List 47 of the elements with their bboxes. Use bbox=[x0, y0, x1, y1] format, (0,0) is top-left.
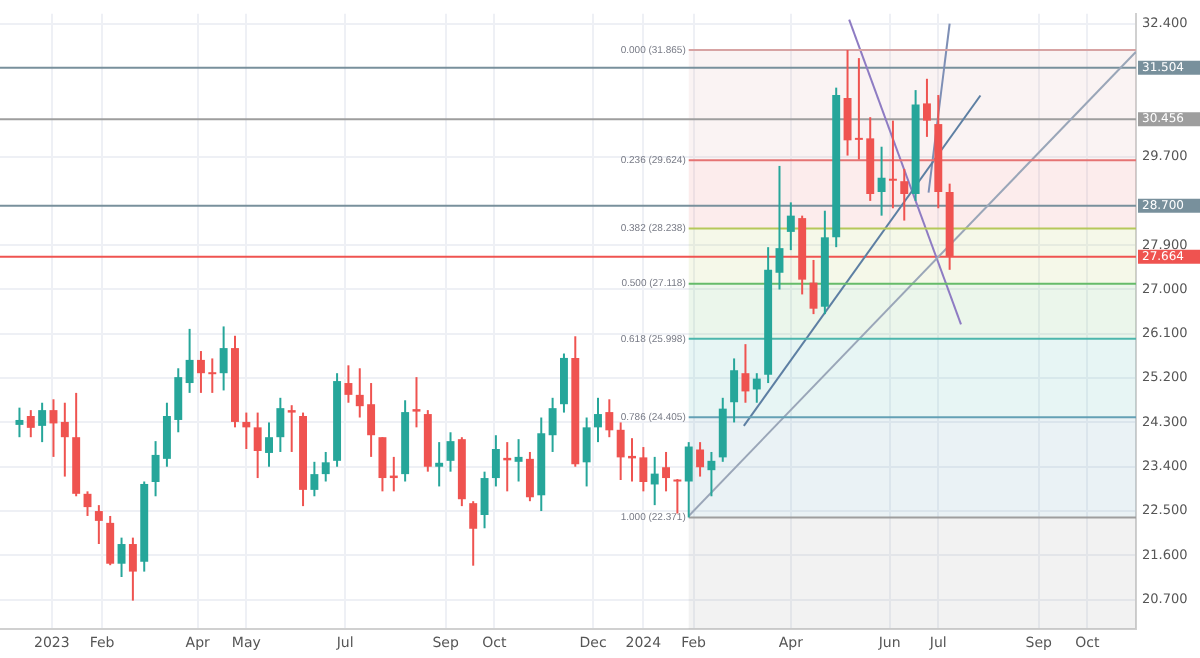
candlestick bbox=[900, 167, 909, 222]
candlestick bbox=[185, 327, 194, 394]
candlestick bbox=[15, 406, 24, 439]
candlestick bbox=[673, 478, 682, 515]
candlestick bbox=[786, 201, 795, 252]
candlestick bbox=[582, 416, 591, 488]
candlestick bbox=[469, 500, 478, 567]
candlestick bbox=[287, 404, 296, 453]
candlestick bbox=[491, 434, 500, 488]
candlestick bbox=[594, 396, 602, 444]
candlestick bbox=[94, 504, 103, 546]
candlestick bbox=[605, 398, 614, 439]
candlestick bbox=[38, 401, 47, 444]
candlestick bbox=[525, 450, 534, 503]
candlestick bbox=[60, 401, 69, 478]
candlestick bbox=[730, 357, 739, 424]
candlestick bbox=[412, 376, 421, 429]
candlestick bbox=[480, 470, 489, 530]
candlestick bbox=[559, 352, 568, 414]
candlestick bbox=[877, 145, 886, 217]
candlestick bbox=[741, 343, 750, 404]
candlestick bbox=[310, 460, 319, 498]
candlestick bbox=[321, 450, 330, 483]
candlestick bbox=[888, 119, 897, 210]
candlestick bbox=[276, 396, 285, 453]
candlestick bbox=[26, 409, 35, 439]
candlestick bbox=[446, 431, 455, 473]
candlestick bbox=[344, 364, 353, 404]
candlestick bbox=[752, 372, 761, 404]
candlestick bbox=[128, 536, 137, 602]
candlestick bbox=[219, 325, 228, 392]
candlestick bbox=[117, 536, 126, 579]
candlestick bbox=[696, 441, 705, 478]
candlestick bbox=[378, 436, 387, 493]
candlestick bbox=[662, 450, 671, 493]
candlestick bbox=[650, 455, 659, 507]
candlestick bbox=[253, 411, 262, 480]
candlestick bbox=[707, 450, 716, 498]
candlestick bbox=[514, 438, 523, 483]
candlestick bbox=[242, 411, 251, 451]
candlestick bbox=[684, 441, 693, 519]
candlestick bbox=[548, 396, 557, 453]
candlestick bbox=[922, 77, 931, 138]
candlestick bbox=[435, 441, 444, 488]
candlestick bbox=[775, 164, 784, 291]
candlestick bbox=[106, 514, 115, 567]
candlestick bbox=[265, 421, 273, 468]
